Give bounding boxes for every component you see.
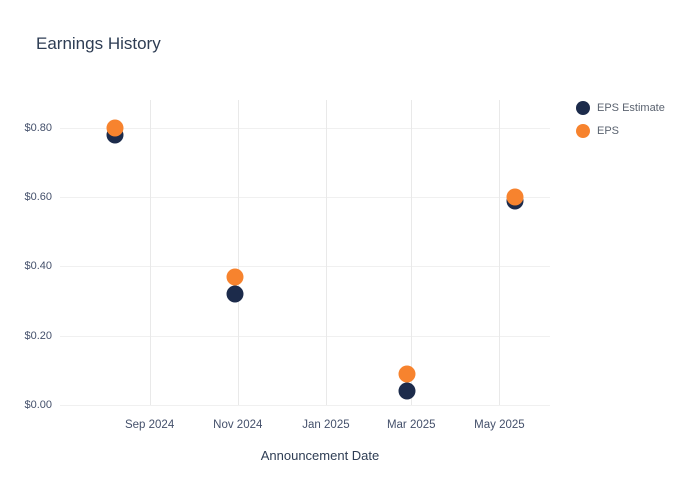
legend-label: EPS [597,125,620,137]
chart-title: Earnings History [36,34,161,53]
gridline-horizontal [60,197,550,198]
legend-item-eps-estimate[interactable]: EPS Estimate [576,101,665,115]
x-tick-label: May 2025 [474,419,525,431]
x-tick-label: Sep 2024 [124,419,175,431]
y-tick-label: $0.40 [24,260,52,273]
y-tick-label: $0.20 [24,329,52,342]
y-tick-label: $0.00 [24,399,52,411]
eps-swatch-icon [576,124,590,138]
gridline-horizontal [60,405,550,406]
y-tick-label: $0.60 [24,191,52,204]
gridline-horizontal [60,336,550,337]
eps-point[interactable] [506,188,524,206]
eps-estimate-point[interactable] [226,285,244,303]
gridline-vertical [238,100,239,405]
x-tick-label: Jan 2025 [302,419,350,431]
legend-label: EPS Estimate [597,102,665,114]
eps-estimate-swatch-icon [576,101,590,115]
gridline-horizontal [60,128,550,129]
eps-estimate-point[interactable] [398,382,416,400]
legend-item-eps[interactable]: EPS [576,124,665,138]
x-tick-label: Mar 2025 [386,419,436,431]
eps-point[interactable] [226,268,244,286]
y-tick-label: $0.80 [24,121,52,134]
gridline-horizontal [60,266,550,267]
eps-point[interactable] [398,365,416,383]
gridline-vertical [150,100,151,405]
x-tick-label: Nov 2024 [213,419,263,431]
gridline-vertical [411,100,412,405]
gridline-vertical [499,100,500,405]
x-axis-title: Announcement Date [260,448,380,463]
gridline-vertical [326,100,327,405]
legend: EPS Estimate EPS [576,101,665,147]
eps-point[interactable] [106,119,124,137]
